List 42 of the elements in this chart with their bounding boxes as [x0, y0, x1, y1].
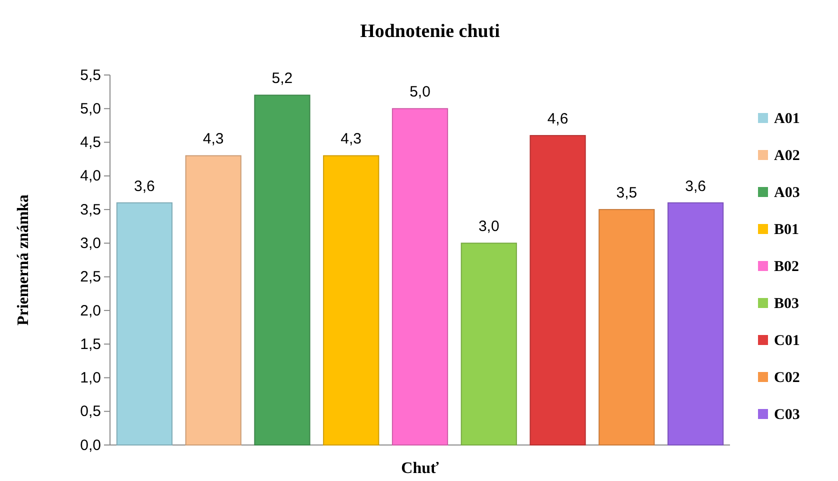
- legend-label: A03: [774, 185, 800, 201]
- chart-title: Hodnotenie chuti: [360, 21, 500, 42]
- legend-label: B02: [774, 259, 800, 275]
- bar: [460, 242, 517, 446]
- data-label: 4,3: [340, 130, 362, 148]
- y-axis-title: Priemerná známka: [15, 194, 32, 326]
- y-tick-label: 5,5: [80, 66, 101, 84]
- y-tick-label: 4,0: [80, 168, 101, 185]
- data-label: 3,6: [685, 178, 706, 195]
- x-axis-title: Chuť: [401, 460, 440, 477]
- y-tick-label: 2,5: [80, 268, 101, 286]
- data-label: 5,0: [410, 84, 430, 101]
- bar: [254, 94, 310, 446]
- y-tick-label: 5,0: [80, 100, 101, 118]
- data-label: 5,2: [272, 70, 293, 88]
- bar: [668, 202, 724, 446]
- y-tick-label: 0,0: [80, 436, 101, 454]
- legend-label: B03: [774, 296, 800, 312]
- bar: [116, 202, 172, 446]
- bar: [598, 209, 655, 446]
- bar: [323, 155, 380, 446]
- y-tick-label: 0,5: [80, 403, 101, 420]
- data-label: 4,6: [547, 110, 568, 128]
- y-tick-label: 3,5: [80, 201, 101, 218]
- data-label: 3,5: [616, 184, 638, 202]
- legend-label: A02: [774, 148, 800, 164]
- y-tick-label: 2,0: [80, 302, 101, 320]
- legend-label: C02: [774, 370, 800, 386]
- bar: [392, 108, 448, 446]
- legend-label: A01: [774, 111, 800, 127]
- y-tick-label: 1,5: [80, 336, 101, 353]
- legend-label: B01: [774, 222, 800, 238]
- legend-label: C03: [774, 407, 800, 423]
- bar: [185, 155, 242, 446]
- data-label: 4,3: [202, 130, 224, 148]
- bar: [530, 135, 586, 446]
- y-tick-label: 3,0: [80, 234, 101, 252]
- y-tick-label: 4,5: [80, 134, 101, 152]
- data-label: 3,6: [134, 178, 155, 195]
- data-label: 3,0: [478, 218, 500, 236]
- y-tick-label: 1,0: [80, 370, 101, 387]
- legend-label: C01: [774, 333, 800, 349]
